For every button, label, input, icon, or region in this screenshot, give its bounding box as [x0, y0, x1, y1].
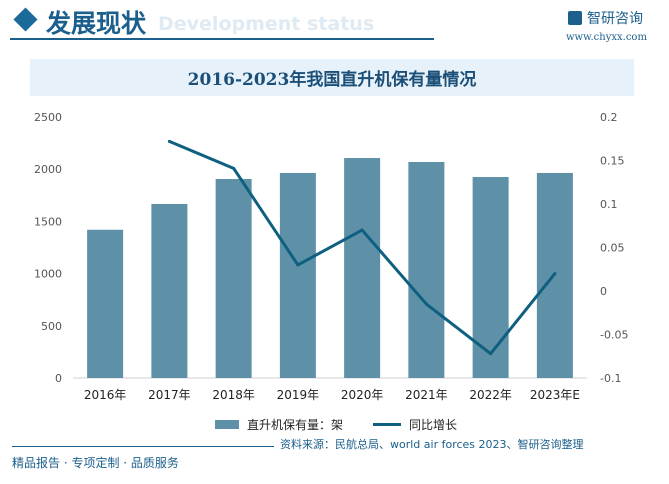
growth-point — [296, 263, 300, 267]
footer-divider — [12, 446, 274, 447]
x-tick-label: 2023年E — [530, 388, 580, 402]
x-tick-label: 2022年 — [469, 388, 512, 402]
growth-point — [232, 166, 236, 170]
bar — [344, 158, 381, 378]
right-tick-label: 0.15 — [600, 155, 625, 168]
chart: 0 500 1000 1500 2000 2500 -0.1 -0.05 0 0.05 0.1 0.1… — [34, 111, 628, 402]
legend-line-swatch — [373, 423, 402, 426]
right-tick-label: -0.05 — [600, 329, 628, 342]
bar — [472, 177, 509, 378]
brand-url: www.chyxx.com — [566, 32, 647, 43]
bar — [215, 179, 252, 378]
slogan: 精品报告 · 专项定制 · 品质服务 — [12, 456, 179, 470]
x-tick-label: 2017年 — [148, 388, 191, 402]
section-subtitle: Development status — [158, 13, 375, 35]
chart-title: 2016-2023年我国直升机保有量情况 — [187, 70, 477, 90]
growth-point — [553, 272, 557, 276]
bar — [279, 172, 316, 378]
legend: 直升机保有量：架 同比增长 — [215, 416, 457, 433]
brand-name: 智研咨询 — [587, 11, 643, 27]
x-tick-label: 2020年 — [341, 388, 384, 402]
bar — [87, 229, 124, 378]
section-title: 发展现状 — [46, 9, 147, 38]
left-tick-label: 500 — [41, 320, 62, 333]
brand-logo: 智研咨询 — [568, 8, 643, 28]
x-tick-label: 2018年 — [212, 388, 255, 402]
growth-point — [360, 228, 364, 232]
chart-title-bar: 2016-2023年我国直升机保有量情况 — [30, 59, 634, 96]
left-tick-label: 2500 — [34, 111, 62, 124]
header-divider — [10, 38, 434, 40]
growth-point — [167, 139, 171, 143]
left-tick-label: 1500 — [34, 215, 62, 228]
legend-bar-label: 直升机保有量：架 — [247, 418, 344, 432]
x-tick-label: 2021年 — [405, 388, 448, 402]
source-note: 资料来源：民航总局、world air forces 2023、智研咨询整理 — [280, 438, 584, 451]
right-tick-label: 0.2 — [600, 111, 618, 124]
right-tick-label: 0 — [600, 285, 607, 298]
bar — [151, 203, 188, 378]
growth-point — [424, 302, 428, 306]
growth-point — [489, 352, 493, 356]
legend-bar-swatch — [215, 420, 239, 429]
left-tick-label: 2000 — [34, 163, 62, 176]
legend-line-label: 同比增长 — [409, 418, 458, 432]
left-tick-label: 0 — [55, 372, 62, 385]
x-tick-label: 2019年 — [277, 388, 320, 402]
right-tick-label: -0.1 — [600, 372, 621, 385]
right-tick-label: 0.05 — [600, 242, 625, 255]
diamond-icon — [13, 7, 38, 32]
bar — [408, 161, 445, 378]
x-tick-label: 2016年 — [84, 388, 127, 402]
logo-icon — [568, 11, 582, 25]
left-tick-label: 1000 — [34, 268, 62, 281]
right-tick-label: 0.1 — [600, 198, 618, 211]
